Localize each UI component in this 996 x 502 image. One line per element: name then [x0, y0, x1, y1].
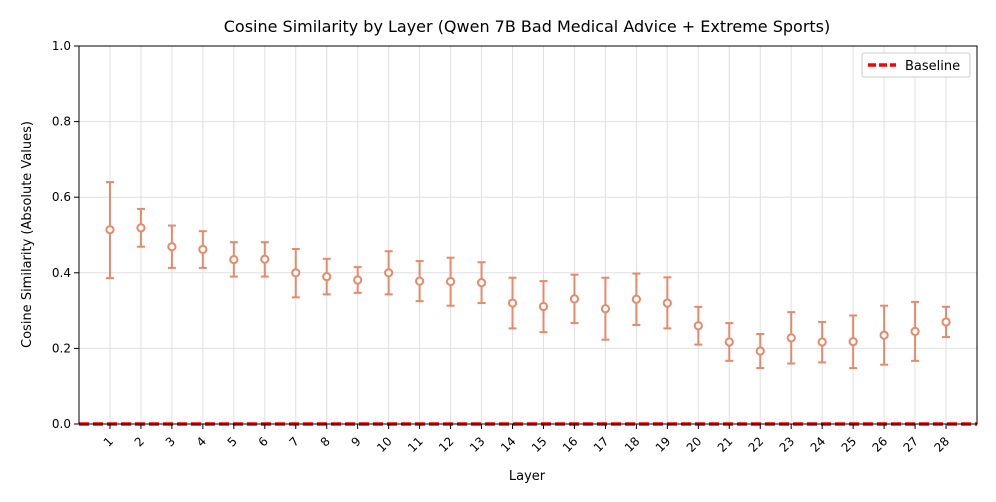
data-point — [445, 276, 456, 287]
data-point — [136, 223, 146, 233]
axes: 0.00.20.40.60.81.01 2 3 4 5 6 7 8 9 10 11 12 13 14 15 1… — [52, 39, 978, 455]
data-point — [693, 321, 703, 331]
data-marks — [105, 181, 951, 370]
data-point — [507, 298, 518, 308]
data-point — [260, 254, 270, 264]
data-point — [105, 225, 115, 235]
data-point — [322, 271, 332, 282]
data-point — [817, 337, 827, 347]
data-point — [569, 294, 580, 304]
data-point — [538, 301, 549, 312]
data-point — [662, 298, 672, 308]
data-point — [229, 254, 239, 265]
legend-box — [861, 52, 971, 78]
y-tick-label: 0.2 — [52, 341, 71, 355]
x-axis-label: Layer — [509, 469, 546, 484]
y-tick-label: 0.8 — [52, 115, 71, 129]
data-point — [941, 317, 951, 327]
data-point — [600, 304, 611, 314]
data-point — [786, 333, 796, 343]
chart-title: Cosine Similarity by Layer (Qwen 7B Bad … — [224, 17, 831, 36]
data-point — [384, 268, 394, 278]
data-point — [167, 242, 177, 252]
plot-frame — [78, 45, 978, 425]
y-tick-label: 0.0 — [52, 417, 71, 431]
data-point — [631, 294, 641, 304]
legend-baseline-label: Baseline — [905, 59, 960, 74]
data-point — [879, 330, 889, 340]
data-point — [848, 336, 858, 347]
y-axis-label: Cosine Similarity (Absolute Values) — [20, 121, 35, 348]
data-point — [415, 276, 425, 286]
data-point — [198, 244, 208, 254]
data-point — [755, 346, 765, 356]
data-point — [476, 278, 487, 288]
data-point — [910, 326, 920, 336]
legend: Baseline — [861, 52, 971, 78]
data-point — [353, 275, 363, 285]
data-point — [291, 268, 301, 278]
data-point — [724, 337, 734, 347]
y-tick-label: 1.0 — [52, 39, 71, 53]
y-tick-label: 0.4 — [52, 266, 71, 280]
y-tick-label: 0.6 — [52, 190, 71, 204]
